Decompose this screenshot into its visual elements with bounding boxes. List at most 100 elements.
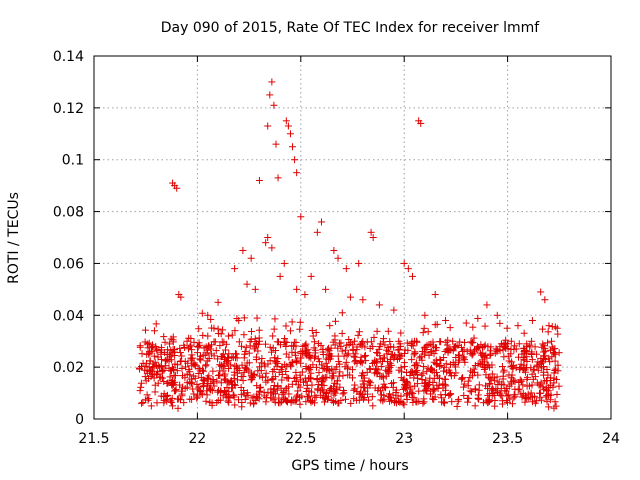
data-point	[510, 342, 518, 350]
data-point	[466, 374, 474, 382]
data-point	[186, 395, 194, 403]
data-point	[169, 338, 177, 346]
data-point	[551, 398, 559, 406]
data-point	[237, 384, 245, 392]
data-point	[280, 338, 288, 346]
data-point	[268, 394, 276, 402]
data-point	[454, 397, 462, 405]
data-point	[505, 352, 513, 360]
data-point	[533, 350, 541, 358]
data-point	[554, 361, 562, 369]
data-point	[475, 386, 483, 394]
data-point	[233, 354, 241, 362]
data-point	[499, 372, 507, 380]
data-point	[153, 370, 161, 378]
data-point	[508, 363, 516, 371]
data-point	[198, 309, 206, 317]
data-point	[546, 358, 554, 366]
data-point	[147, 402, 155, 410]
data-point	[325, 386, 333, 394]
data-point	[338, 309, 346, 317]
data-point	[297, 354, 305, 362]
data-point	[301, 341, 309, 349]
data-point	[257, 359, 265, 367]
data-point	[252, 392, 260, 400]
data-point	[293, 285, 301, 293]
data-point	[510, 345, 518, 353]
data-point	[244, 391, 252, 399]
data-point	[328, 365, 336, 373]
data-point	[189, 385, 197, 393]
data-point	[240, 354, 248, 362]
data-point	[340, 389, 348, 397]
data-point	[363, 368, 371, 376]
data-point	[379, 372, 387, 380]
data-point	[503, 324, 511, 332]
data-point	[460, 380, 468, 388]
data-point	[296, 325, 304, 333]
data-point	[390, 354, 398, 362]
data-point	[504, 340, 512, 348]
data-point	[142, 377, 150, 385]
y-tick-label: 0.08	[53, 205, 84, 221]
data-point	[193, 394, 201, 402]
data-point	[161, 338, 169, 346]
data-point	[366, 381, 374, 389]
data-point	[231, 401, 239, 409]
data-point	[223, 359, 231, 367]
data-point	[282, 117, 290, 125]
data-point	[523, 340, 531, 348]
data-point	[334, 254, 342, 262]
data-point	[228, 331, 236, 339]
data-point	[262, 394, 270, 402]
data-point	[147, 344, 155, 352]
data-point	[341, 346, 349, 354]
data-point	[409, 398, 417, 406]
data-point	[508, 400, 516, 408]
data-point	[167, 397, 175, 405]
data-point	[166, 340, 174, 348]
data-point	[348, 374, 356, 382]
data-point	[303, 384, 311, 392]
data-point	[282, 368, 290, 376]
data-point	[253, 393, 261, 401]
data-point	[417, 353, 425, 361]
data-point	[136, 387, 144, 395]
data-point	[291, 351, 299, 359]
data-point	[290, 338, 298, 346]
data-point	[344, 371, 352, 379]
data-point	[160, 399, 168, 407]
data-point	[323, 373, 331, 381]
data-point	[406, 385, 414, 393]
data-point	[547, 337, 555, 345]
data-point	[390, 306, 398, 314]
data-point	[545, 322, 553, 330]
data-point	[424, 328, 432, 336]
data-point	[250, 371, 258, 379]
data-point	[354, 331, 362, 339]
data-point	[543, 398, 551, 406]
data-point	[420, 363, 428, 371]
data-point	[306, 366, 314, 374]
data-point	[331, 365, 339, 373]
data-point	[519, 381, 527, 389]
data-point	[358, 342, 366, 350]
data-point	[200, 367, 208, 375]
data-point	[209, 376, 217, 384]
data-point	[199, 331, 207, 339]
data-point	[217, 379, 225, 387]
data-point	[270, 325, 278, 333]
data-point	[241, 347, 249, 355]
data-point	[388, 380, 396, 388]
data-point	[278, 398, 286, 406]
data-point	[323, 363, 331, 371]
data-point	[178, 352, 186, 360]
data-point	[252, 353, 260, 361]
data-point	[403, 369, 411, 377]
data-point	[188, 354, 196, 362]
data-point	[550, 369, 558, 377]
data-point	[455, 352, 463, 360]
data-point	[322, 285, 330, 293]
data-point	[276, 399, 284, 407]
data-point	[247, 327, 255, 335]
